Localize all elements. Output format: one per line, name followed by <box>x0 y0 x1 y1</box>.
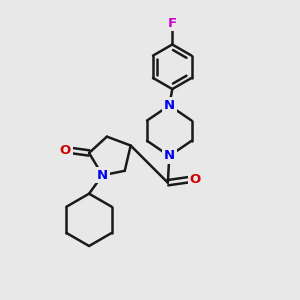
Text: O: O <box>190 173 201 186</box>
Text: F: F <box>168 16 177 30</box>
Text: O: O <box>60 144 71 157</box>
Text: N: N <box>164 99 175 112</box>
Text: N: N <box>97 169 108 182</box>
Text: N: N <box>164 149 175 162</box>
